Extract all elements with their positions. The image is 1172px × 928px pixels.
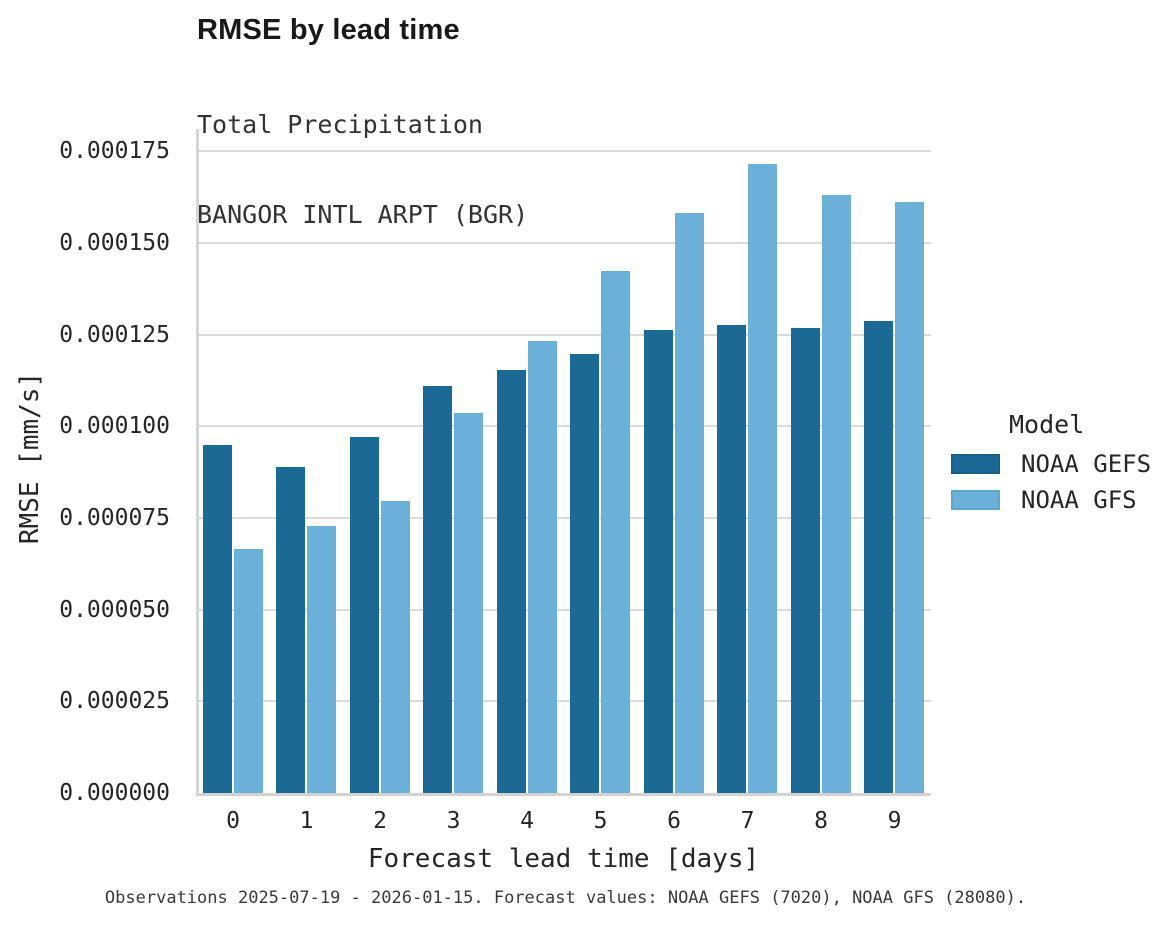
bar-noaa-gefs-day-6 [643,330,673,793]
x-tick-8: 8 [814,808,828,834]
legend-label: NOAA GFS [1021,486,1137,514]
chart-subtitle: Total Precipitation BANGOR INTL ARPT (BG… [197,50,528,290]
legend-label: NOAA GEFS [1021,450,1152,478]
x-tick-4: 4 [520,808,534,834]
bar-noaa-gfs-day-4 [527,340,557,793]
plot-area [196,129,931,796]
bar-noaa-gefs-day-1 [276,466,306,793]
chart-subtitle-variable: Total Precipitation [197,110,483,139]
gridline-0.000150 [199,241,931,244]
y-tick-0.000175: 0.000175 [59,138,170,165]
chart-subtitle-station: BANGOR INTL ARPT (BGR) [197,200,529,229]
bar-noaa-gefs-day-9 [864,321,894,793]
bar-noaa-gfs-day-6 [674,213,704,793]
y-tick-0.000075: 0.000075 [59,504,170,531]
legend-swatch-noaa-gefs [951,454,1000,474]
bar-noaa-gfs-day-3 [454,412,484,793]
legend-title: Model [1009,410,1085,439]
x-tick-3: 3 [446,808,461,834]
x-axis-line [196,793,931,796]
gridline-0.000100 [199,425,931,428]
bar-noaa-gfs-day-9 [895,201,925,793]
bar-noaa-gefs-day-5 [570,353,600,793]
gridline-0.000050 [199,608,931,611]
bar-noaa-gefs-day-4 [496,370,526,793]
legend-item-noaa-gfs: NOAA GFS [951,485,1151,515]
y-tick-0.000100: 0.000100 [59,413,170,440]
gridline-0.000175 [199,150,931,153]
gridline-0.000125 [199,333,931,336]
bar-noaa-gefs-day-0 [202,444,232,793]
bar-noaa-gfs-day-5 [601,270,631,793]
y-tick-0.000125: 0.000125 [59,321,170,348]
caption: Observations 2025-07-19 - 2026-01-15. Fo… [104,888,1027,908]
bar-noaa-gefs-day-2 [349,436,379,793]
x-tick-9: 9 [887,808,902,834]
bar-noaa-gefs-day-3 [423,385,453,793]
x-tick-5: 5 [593,808,608,834]
gridline-0.000025 [199,700,931,703]
x-tick-1: 1 [299,808,314,834]
legend-item-noaa-gefs: NOAA GEFS [951,449,1151,479]
y-axis-spine [196,129,199,796]
bar-noaa-gfs-day-0 [233,549,263,793]
x-tick-6: 6 [667,808,681,834]
y-tick-0.000050: 0.000050 [59,596,170,623]
legend-swatch-noaa-gfs [951,490,1000,510]
gridline-0.000075 [199,516,931,519]
x-tick-7: 7 [740,808,755,834]
bar-noaa-gfs-day-7 [748,163,778,793]
bar-noaa-gfs-day-2 [380,501,410,793]
bar-noaa-gefs-day-8 [790,328,820,793]
bar-noaa-gfs-day-8 [821,194,851,793]
bar-noaa-gefs-day-7 [717,324,747,793]
x-tick-0: 0 [226,808,240,834]
chart-title: RMSE by lead time [197,14,460,46]
legend: Model NOAA GEFS NOAA GFS [951,410,1151,515]
bar-noaa-gfs-day-1 [307,525,337,793]
x-axis-label: Forecast lead time [days] [367,844,760,874]
y-tick-0.000025: 0.000025 [59,688,170,715]
x-tick-2: 2 [373,808,387,834]
y-tick-0.000150: 0.000150 [59,229,170,256]
y-tick-0.000000: 0.000000 [59,780,170,806]
